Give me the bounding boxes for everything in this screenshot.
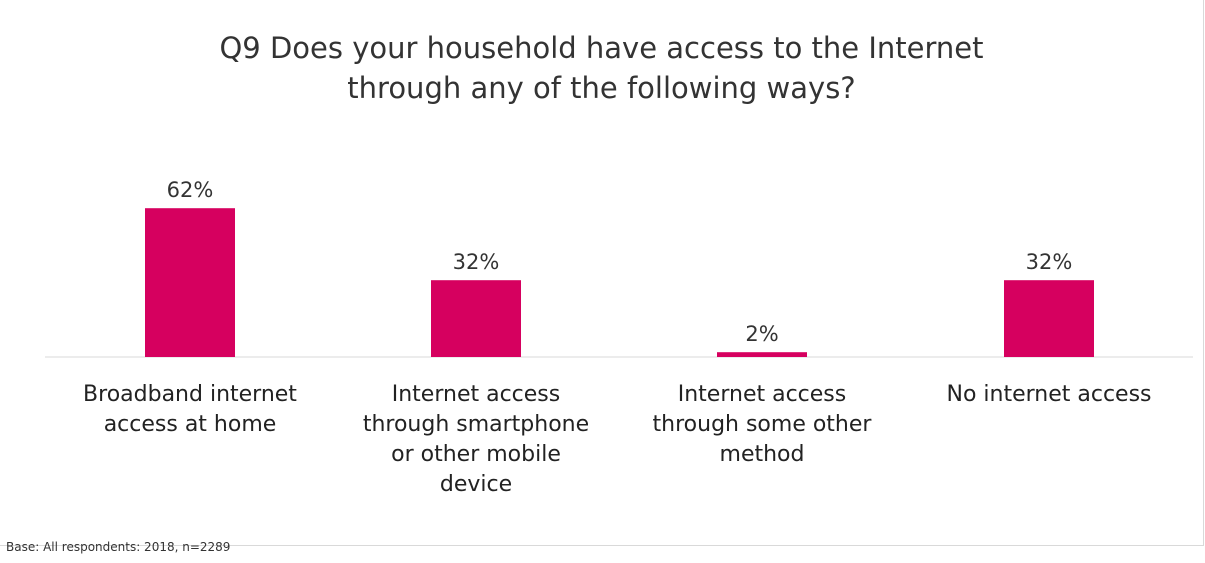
category-label-3-line-3: method bbox=[719, 442, 805, 467]
chart-title-line-2: through any of the following ways? bbox=[347, 71, 856, 105]
base-note: Base: All respondents: 2018, n=2289 bbox=[6, 540, 231, 554]
category-label-1-line-1: Broadband internet bbox=[83, 382, 297, 407]
data-label-1: 62% bbox=[167, 178, 214, 202]
category-label-2-line-2: through smartphone bbox=[362, 412, 590, 437]
category-label-4-line-1: No internet access bbox=[946, 382, 1152, 407]
category-label-2-line-4: device bbox=[439, 472, 513, 497]
data-label-4: 32% bbox=[1026, 250, 1073, 274]
chart-title: Q9 Does your household have access to th… bbox=[0, 28, 1203, 108]
category-label-2: Internet access through smartphone or othe… bbox=[331, 380, 621, 500]
data-label-3: 2% bbox=[745, 322, 778, 346]
category-label-2-line-1: Internet access bbox=[391, 382, 561, 407]
bar-1 bbox=[145, 208, 235, 357]
category-label-1-line-2: access at home bbox=[103, 412, 277, 437]
chart-frame bbox=[0, 0, 1204, 546]
category-label-4: No internet access bbox=[904, 380, 1194, 410]
chart-title-line-1: Q9 Does your household have access to th… bbox=[219, 31, 984, 65]
category-label-3: Internet access through some other method bbox=[617, 380, 907, 470]
category-label-3-line-1: Internet access bbox=[677, 382, 847, 407]
category-label-1: Broadband internet access at home bbox=[45, 380, 335, 440]
bar-3 bbox=[717, 352, 807, 357]
bar-4 bbox=[1004, 280, 1094, 357]
category-label-2-line-3: or other mobile bbox=[391, 442, 561, 467]
data-label-2: 32% bbox=[453, 250, 500, 274]
bar-2 bbox=[431, 280, 521, 357]
category-label-3-line-2: through some other bbox=[652, 412, 872, 437]
